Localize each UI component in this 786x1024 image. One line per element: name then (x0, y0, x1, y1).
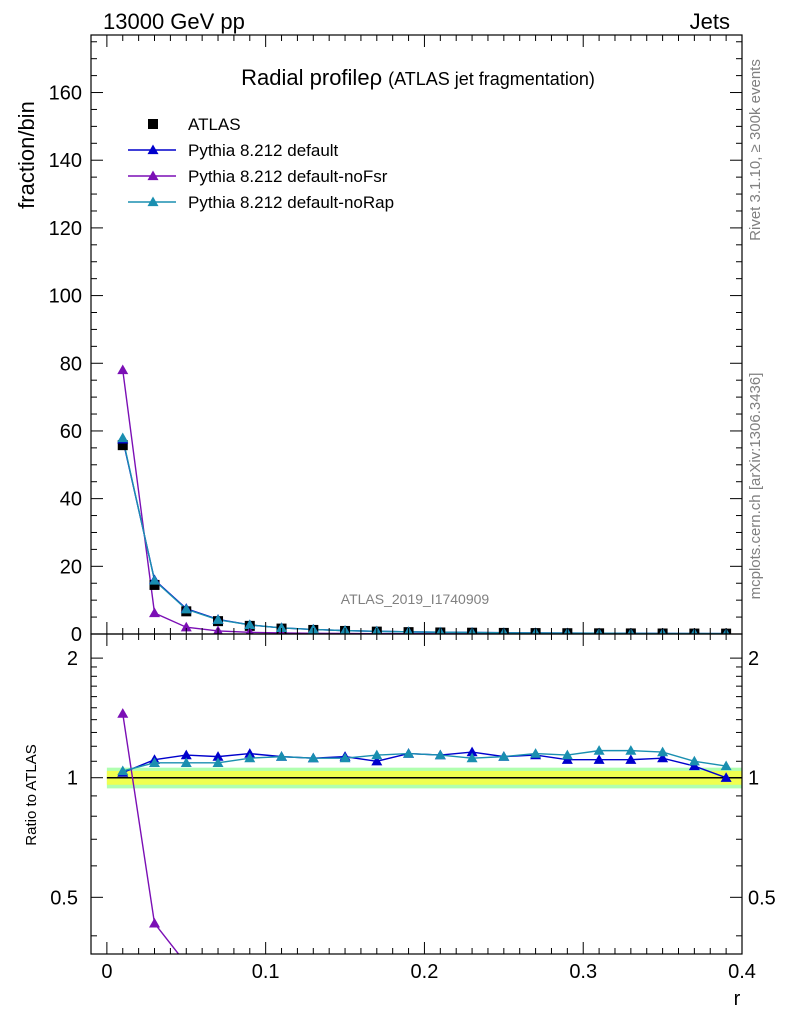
main-point-noFsr (180, 621, 192, 632)
ratio-point-noRap (688, 755, 700, 766)
ratio-point-noRap (117, 765, 129, 776)
x-tick-label: 0.2 (411, 961, 439, 983)
ratio-point-noRap (625, 745, 637, 755)
legend-item-atlas: ATLAS (148, 115, 241, 134)
main-point-noRap (180, 603, 192, 614)
ratio-y-tick-label: 0.5 (50, 887, 78, 909)
x-axis-title: r (734, 988, 741, 1010)
x-tick-label: 0.4 (728, 961, 756, 983)
ratio-line-noRap (122, 749, 727, 772)
main-point-noRap (149, 575, 161, 585)
ratio-y-tick-label: 2 (67, 648, 78, 670)
ratio-panel-frame (90, 633, 743, 955)
main-y-tick-label: 140 (49, 150, 82, 172)
main-y-tick-label: 120 (49, 218, 82, 240)
plot-title-symbol: ρ (370, 65, 383, 90)
ratio-point-noRap (466, 752, 478, 763)
main-y-tick-label: 80 (60, 353, 82, 375)
plot-title-sub: (ATLAS jet fragmentation) (388, 69, 595, 89)
ratio-point-default (371, 755, 383, 766)
ratio-point-noRap (530, 748, 542, 758)
x-tick-label: 0.3 (569, 961, 597, 983)
main-point-noRap (117, 432, 129, 443)
main-point-atlas (117, 440, 128, 451)
ratio-point-noRap (403, 748, 415, 758)
legend: ATLAS Pythia 8.212 default Pythia 8.212 de… (128, 115, 394, 212)
ratio-y-tick-label-right: 0.5 (748, 887, 776, 909)
axes-group: 0 0.1 0.2 0.3 0.4 0 20 40 60 80 100 120 140 160 0.5 0.5… (49, 34, 776, 983)
header-jets-label: Jets (690, 9, 730, 34)
x-tick-label: 0 (101, 961, 112, 983)
main-point-noRap (244, 619, 256, 629)
legend-label-noRap: Pythia 8.212 default-noRap (188, 193, 394, 212)
ratio-point-default (593, 754, 605, 764)
ratio-point-default (720, 772, 732, 782)
ratio-point-default (212, 751, 224, 761)
ratio-point-noRap (149, 757, 161, 767)
main-point-noRap (212, 614, 224, 624)
ratio-point-noRap (371, 749, 383, 760)
ratio-point-noRap (657, 746, 669, 757)
main-y-tick-label: 100 (49, 286, 82, 308)
plot-title-main: Radial profile (241, 65, 369, 90)
ratio-point-noRap (593, 745, 605, 755)
legend-label-default: Pythia 8.212 default (188, 141, 339, 160)
main-y-tick-label: 60 (60, 421, 82, 443)
ratio-y-tick-label: 1 (67, 768, 78, 790)
ratio-y-tick-label-right: 1 (748, 768, 759, 790)
main-y-tick-label: 20 (60, 556, 82, 578)
main-point-noFsr (149, 607, 161, 618)
ratio-point-noRap (720, 760, 732, 771)
header-energy-label: 13000 GeV pp (103, 9, 245, 34)
legend-marker-atlas (148, 119, 158, 129)
ratio-point-noRap (244, 752, 256, 763)
ratio-series-group (117, 708, 732, 968)
mcplots-label: mcplots.cern.ch [arXiv:1306.3436] (747, 373, 764, 600)
ratio-point-noRap (307, 752, 319, 763)
ratio-point-default (180, 749, 192, 760)
legend-item-default: Pythia 8.212 default (128, 141, 339, 160)
ratio-y-tick-label-right: 2 (748, 648, 759, 670)
main-y-tick-label: 40 (60, 489, 82, 511)
main-point-atlas (149, 579, 160, 590)
legend-marker-default (147, 144, 159, 155)
ratio-point-noRap (180, 757, 192, 767)
ratio-point-noRap (276, 751, 288, 761)
legend-label-atlas: ATLAS (188, 115, 241, 134)
main-point-noFsr (117, 364, 129, 375)
main-y-axis-title: fraction/bin (14, 101, 39, 209)
legend-marker-noFsr (147, 170, 159, 181)
main-point-noRap (276, 622, 288, 633)
ratio-point-noRap (339, 752, 351, 763)
analysis-id-label: ATLAS_2019_I1740909 (341, 591, 490, 607)
ratio-point-noRap (212, 757, 224, 767)
legend-item-noFsr: Pythia 8.212 default-noFsr (128, 167, 388, 186)
ratio-y-axis-title: Ratio to ATLAS (23, 744, 40, 845)
main-y-tick-label: 160 (49, 83, 82, 105)
rivet-version-label: Rivet 3.1.10, ≥ 300k events (747, 59, 764, 241)
ratio-point-noRap (561, 749, 573, 760)
legend-item-noRap: Pythia 8.212 default-noRap (128, 193, 394, 212)
main-y-tick-label: 0 (71, 624, 82, 646)
x-tick-label: 0.1 (252, 961, 280, 983)
ratio-point-default (625, 754, 637, 764)
ratio-point-noFsr (181, 958, 192, 968)
legend-label-noFsr: Pythia 8.212 default-noFsr (188, 167, 388, 186)
plot-title: Radial profileρ (ATLAS jet fragmentation) (241, 65, 595, 90)
ratio-point-default (657, 752, 669, 763)
ratio-point-noRap (498, 751, 510, 761)
ratio-point-noFsr (149, 917, 161, 928)
ratio-uncertainty-bands (106, 767, 742, 789)
ratio-point-default (466, 746, 478, 757)
legend-marker-noRap (147, 196, 159, 207)
ratio-point-noFsr (117, 708, 129, 718)
ratio-point-noRap (434, 749, 446, 760)
